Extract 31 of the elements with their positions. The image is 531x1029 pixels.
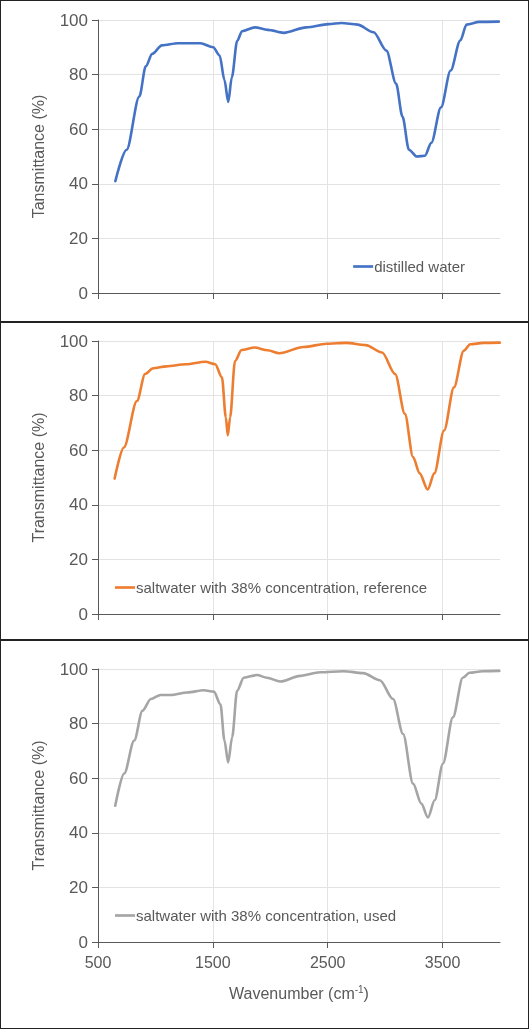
y-tick-label: 0 — [78, 932, 88, 952]
y-tick-label: 40 — [69, 823, 88, 843]
y-tick-label: 80 — [69, 714, 88, 734]
x-tick-label: 1500 — [195, 953, 231, 971]
y-tick-label: 0 — [78, 604, 88, 624]
y-axis-title: Transmittance (%) — [29, 740, 47, 871]
legend-label: saltwater with 38% concentration, used — [136, 907, 397, 924]
y-tick-label: 80 — [69, 65, 88, 85]
legend-label: saltwater with 38% concentration, reference — [136, 579, 427, 596]
legend-label: distilled water — [374, 258, 465, 275]
y-tick-label: 100 — [59, 659, 88, 679]
line-series — [114, 20, 501, 183]
y-tick-label: 100 — [59, 331, 88, 351]
line-series — [113, 669, 501, 819]
y-tick-label: 60 — [69, 440, 88, 460]
y-tick-label: 60 — [69, 768, 88, 788]
y-tick-label: 80 — [69, 386, 88, 406]
x-tick-label: 2500 — [309, 953, 346, 971]
y-tick-label: 60 — [69, 119, 88, 139]
y-axis-title: Transmittance (%) — [29, 412, 47, 543]
y-axis-title: Tansmittance (%) — [29, 94, 47, 219]
y-tick-label: 40 — [69, 174, 88, 194]
y-tick-label: 20 — [69, 877, 88, 897]
y-tick-label: 40 — [69, 495, 88, 515]
y-tick-label: 100 — [59, 10, 88, 30]
line-series — [113, 341, 502, 491]
y-tick-label: 20 — [69, 549, 88, 569]
y-tick-label: 20 — [69, 228, 88, 248]
x-tick-label: 500 — [84, 953, 112, 971]
y-tick-label: 0 — [78, 283, 88, 303]
x-tick-label: 3500 — [424, 953, 461, 971]
